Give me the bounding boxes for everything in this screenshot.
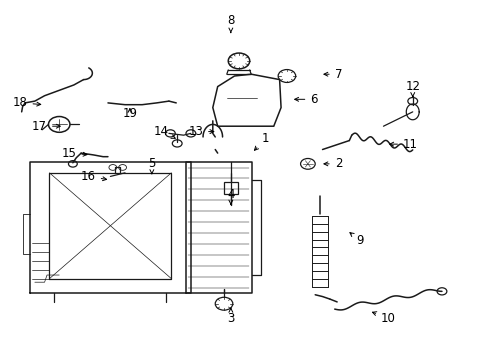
Text: 8: 8 <box>227 14 234 32</box>
Bar <box>224 182 237 194</box>
Text: 19: 19 <box>122 107 137 120</box>
Text: 3: 3 <box>227 308 234 325</box>
Text: 12: 12 <box>405 80 419 96</box>
Text: 18: 18 <box>13 96 41 109</box>
Text: 1: 1 <box>254 132 268 150</box>
Text: 17: 17 <box>32 120 60 133</box>
Text: 4: 4 <box>226 188 234 204</box>
Text: 9: 9 <box>349 233 364 247</box>
Text: 7: 7 <box>323 68 342 81</box>
Text: 6: 6 <box>294 93 317 106</box>
Text: 13: 13 <box>188 125 213 138</box>
Text: 2: 2 <box>323 157 342 170</box>
Text: 16: 16 <box>81 170 106 183</box>
Text: 5: 5 <box>148 157 155 174</box>
Text: 10: 10 <box>372 311 395 325</box>
Text: 15: 15 <box>61 147 87 159</box>
Text: 14: 14 <box>154 125 175 138</box>
Text: 11: 11 <box>389 138 417 150</box>
